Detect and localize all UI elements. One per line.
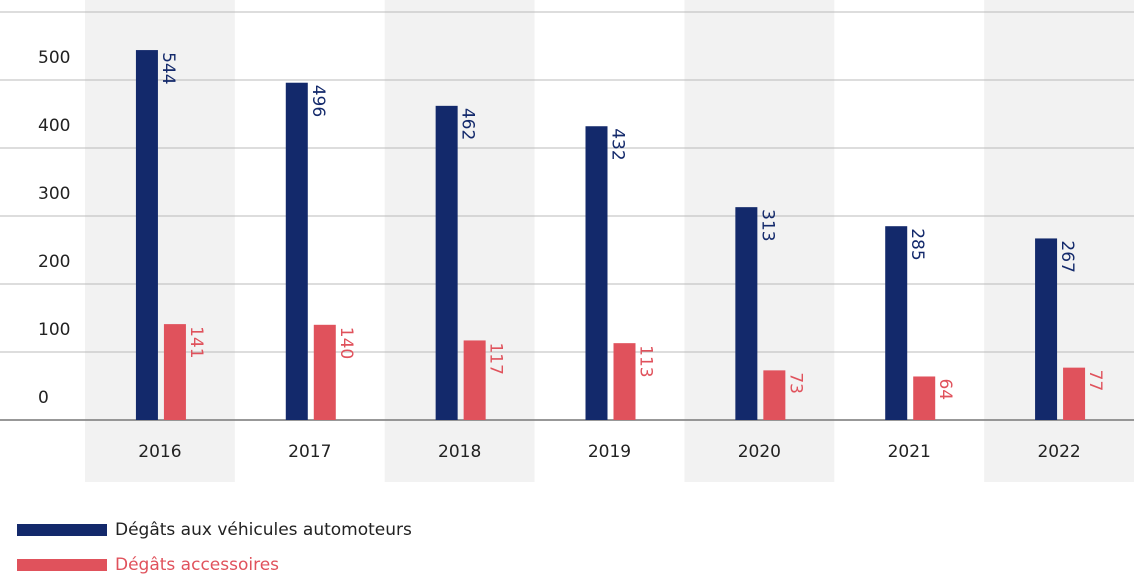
x-tick-label: 2022 [1037, 442, 1080, 462]
x-tick-label: 2020 [738, 442, 781, 462]
bar [313, 324, 336, 420]
y-tick-label: 300 [38, 184, 70, 204]
x-tick-label: 2021 [888, 442, 931, 462]
value-label: 141 [186, 326, 206, 358]
bar [285, 82, 308, 420]
bar [1063, 367, 1086, 420]
value-label: 544 [158, 52, 178, 84]
value-label: 113 [636, 345, 656, 377]
value-label: 117 [486, 342, 506, 374]
y-tick-label: 400 [38, 116, 70, 136]
bar [435, 105, 458, 420]
bar [763, 370, 786, 420]
value-label: 73 [785, 372, 805, 394]
value-label: 496 [308, 85, 328, 117]
value-label: 313 [757, 209, 777, 241]
value-label: 285 [907, 228, 927, 260]
bar [1035, 238, 1058, 420]
legend-label: Dégâts accessoires [115, 555, 279, 575]
x-tick-label: 2016 [138, 442, 181, 462]
bar [735, 207, 758, 420]
bar [913, 376, 936, 420]
column-band [384, 0, 535, 482]
x-tick-label: 2017 [288, 442, 331, 462]
bar [463, 340, 486, 420]
bar [135, 50, 158, 420]
bar [613, 343, 636, 420]
bar [585, 126, 608, 421]
value-label: 77 [1085, 370, 1105, 392]
value-label: 267 [1057, 240, 1077, 272]
value-label: 432 [608, 128, 628, 160]
bar [885, 226, 908, 420]
y-tick-label: 0 [38, 388, 49, 408]
bar [163, 324, 186, 420]
legend-swatch [17, 559, 107, 571]
x-tick-label: 2018 [438, 442, 481, 462]
y-tick-label: 200 [38, 252, 70, 272]
value-label: 64 [935, 378, 955, 400]
value-label: 140 [336, 327, 356, 359]
y-tick-label: 500 [38, 48, 70, 68]
value-label: 462 [458, 108, 478, 140]
legend-label: Dégâts aux véhicules automoteurs [115, 520, 412, 540]
legend-swatch [17, 524, 107, 536]
x-tick-label: 2019 [588, 442, 631, 462]
y-tick-label: 100 [38, 320, 70, 340]
